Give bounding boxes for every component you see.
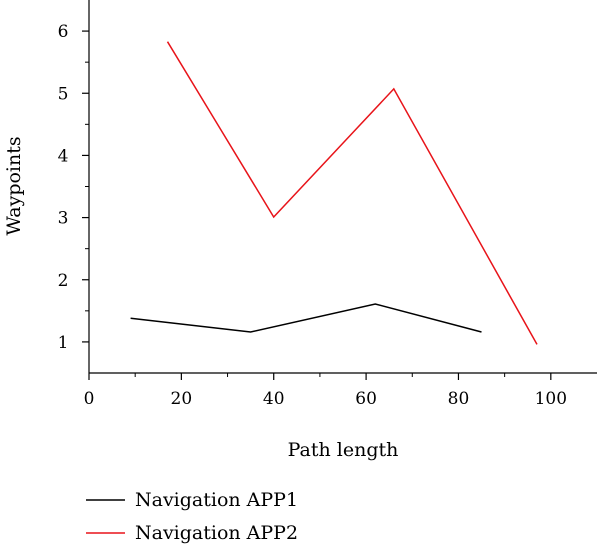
x-tick-label: 40 (263, 389, 285, 409)
y-tick-label: 6 (58, 22, 69, 42)
x-tick-label: 20 (171, 389, 193, 409)
legend-label-app2: Navigation APP2 (135, 522, 298, 544)
y-tick-label: 2 (58, 271, 69, 291)
x-axis-title: Path length (288, 439, 399, 461)
y-tick-label: 4 (58, 146, 69, 166)
series-line-1 (130, 303, 482, 333)
y-ticks: 1 2 3 4 5 6 (58, 22, 89, 353)
legend: Navigation APP1 Navigation APP2 (86, 489, 298, 544)
series-line-2 (166, 41, 538, 345)
y-tick-label: 3 (58, 209, 69, 229)
x-tick-label: 80 (448, 389, 470, 409)
plot-area: 0 20 40 60 80 100 1 2 3 4 5 6 (58, 0, 597, 409)
x-tick-label: 60 (355, 389, 377, 409)
legend-label-app1: Navigation APP1 (135, 489, 298, 511)
series-layer (130, 41, 538, 345)
y-tick-label: 5 (58, 84, 69, 104)
x-tick-label: 0 (84, 389, 95, 409)
x-tick-label: 100 (535, 389, 567, 409)
y-axis-title: Waypoints (3, 136, 25, 235)
x-ticks: 0 20 40 60 80 100 (84, 373, 567, 409)
y-tick-label: 1 (58, 333, 69, 353)
